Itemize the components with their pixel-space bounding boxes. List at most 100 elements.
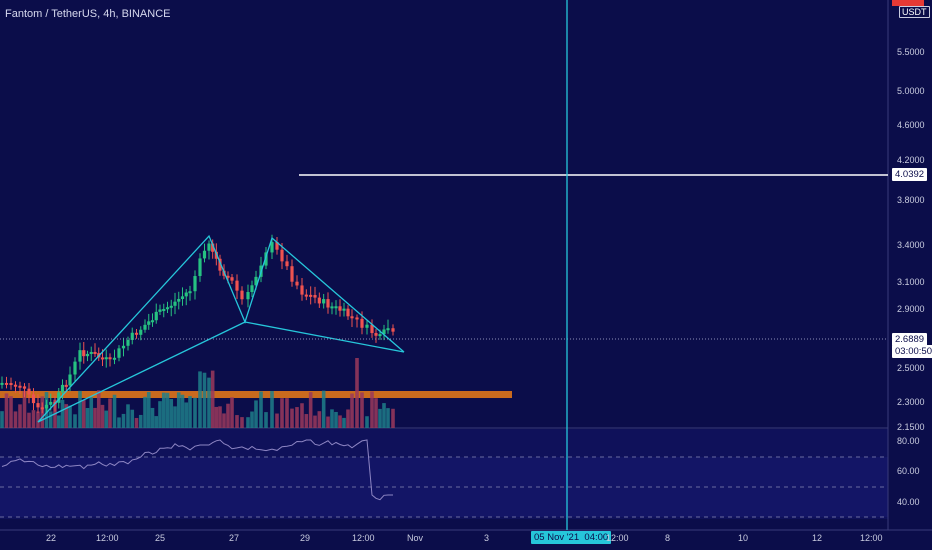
volume-bar: [138, 414, 143, 428]
candle-body: [177, 298, 181, 302]
volume-bar: [73, 414, 77, 428]
candle-body: [386, 328, 390, 331]
volume-bar: [130, 409, 135, 428]
volume-bar: [31, 410, 36, 428]
volume-bar: [48, 411, 53, 428]
volume-bar: [202, 372, 207, 428]
candle-body: [60, 384, 65, 393]
volume-bar: [188, 396, 192, 428]
volume-bar: [370, 391, 374, 428]
candle-body: [382, 329, 386, 335]
volume-bar: [391, 408, 395, 428]
rsi-tick: 80.00: [897, 436, 920, 446]
support-zone[interactable]: [0, 391, 512, 398]
time-tick: 12:00: [860, 533, 883, 543]
candle-body: [365, 324, 369, 328]
volume-bar: [112, 394, 117, 428]
volume-bar: [338, 415, 342, 428]
rsi-tick: 40.00: [897, 497, 920, 507]
volume-bar: [240, 417, 244, 428]
candle-body: [317, 297, 321, 304]
volume-bars: [0, 358, 395, 428]
volume-bar: [355, 358, 359, 428]
candle-body: [300, 285, 304, 295]
candle-body: [89, 351, 93, 354]
volume-bar: [330, 409, 334, 428]
time-tick: Nov: [407, 533, 424, 543]
candle-body: [150, 320, 155, 323]
price-tick: 2.3000: [897, 397, 925, 407]
candle-body: [346, 308, 350, 317]
candle-body: [169, 305, 173, 308]
volume-bar: [295, 407, 299, 428]
candle-body: [13, 384, 18, 387]
volume-bar: [350, 393, 354, 428]
candle-body: [0, 382, 4, 385]
volume-bar: [150, 407, 155, 428]
time-tick: 12: [812, 533, 823, 543]
volume-bar: [198, 371, 202, 428]
candle-body: [342, 308, 346, 311]
volume-bar: [235, 415, 239, 428]
candle-body: [130, 332, 134, 340]
volume-bar: [313, 415, 317, 428]
candle-body: [207, 243, 211, 251]
candle-body: [27, 388, 31, 395]
currency-badge[interactable]: USDT: [899, 6, 930, 18]
candle-body: [295, 281, 299, 286]
price-tick: 2.5000: [897, 363, 925, 373]
candlesticks: [0, 234, 395, 414]
candle-body: [173, 301, 177, 306]
price-level-tag: 4.0392: [892, 168, 928, 181]
volume-bar: [308, 392, 313, 428]
volume-bar: [93, 407, 97, 428]
candle-body: [44, 404, 49, 409]
candle-body: [134, 332, 139, 335]
candle-body: [230, 277, 234, 281]
candle-body: [73, 361, 77, 375]
volume-bar: [184, 402, 189, 428]
candle-body: [313, 295, 317, 298]
volume-bar: [126, 404, 130, 428]
candle-body: [360, 318, 364, 328]
candle-body: [85, 353, 90, 357]
volume-bar: [85, 407, 90, 428]
volume-bar: [280, 398, 284, 428]
candle-body: [254, 276, 258, 286]
candle-body: [154, 311, 158, 321]
volume-bar: [285, 398, 289, 428]
volume-bar: [321, 390, 326, 428]
time-tick: 27: [229, 533, 240, 543]
volume-bar: [317, 411, 322, 428]
volume-bar: [246, 417, 250, 428]
candle-body: [64, 384, 68, 387]
candle-body: [4, 382, 9, 385]
volume-bar: [210, 370, 215, 428]
volume-bar: [180, 394, 185, 428]
candle-body: [93, 351, 97, 354]
candle-body: [322, 299, 326, 304]
price-tick: 3.1000: [897, 277, 925, 287]
volume-bar: [89, 397, 94, 428]
volume-bar: [56, 415, 61, 428]
volume-bar: [165, 392, 170, 428]
volume-bar: [108, 398, 112, 428]
candle-body: [285, 261, 289, 267]
price-tick: 4.6000: [897, 120, 925, 130]
price-tick: 4.2000: [897, 155, 925, 165]
time-tick: 12:00: [96, 533, 119, 543]
candle-body: [22, 386, 27, 389]
volume-bar: [158, 401, 162, 428]
candle-body: [126, 339, 130, 346]
volume-bar: [22, 390, 27, 428]
last-price-tag: 2.6889: [892, 333, 928, 346]
candle-body: [211, 243, 215, 252]
candle-body: [147, 321, 151, 325]
candle-body: [18, 385, 22, 388]
candle-body: [57, 392, 61, 403]
candle-body: [9, 383, 13, 386]
candle-body: [68, 374, 72, 386]
candle-body: [104, 357, 108, 360]
